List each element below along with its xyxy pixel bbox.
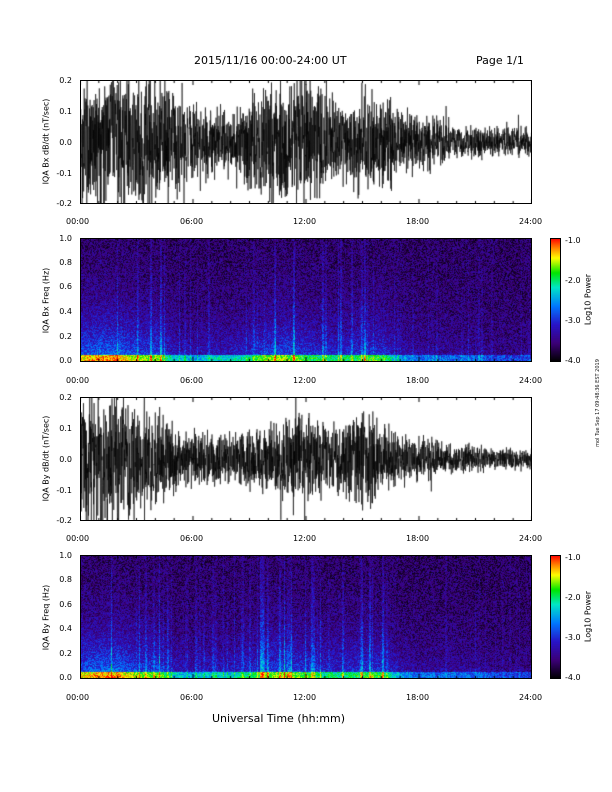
colorbar-1-frame [550,238,561,362]
panel-4-xtick: 12:00 [293,693,317,702]
panel-2-xtick: 18:00 [406,376,430,385]
panel-3-ytick: -0.1 [56,486,72,495]
colorbar-1-tick: -4.0 [565,356,581,365]
panel-2-ytick: 0.6 [59,282,72,291]
panel-4-ytick: 0.8 [59,575,72,584]
panel-2-ytick: 1.0 [59,234,72,243]
colorbar-2-tick: -3.0 [565,633,581,642]
panel-4-ytick: 0.4 [59,624,72,633]
page-indicator: Page 1/1 [476,54,524,67]
panel-3-xtick: 12:00 [293,534,317,543]
colorbar-2-tick: -2.0 [565,593,581,602]
panel-1-xtick: 24:00 [519,217,543,226]
bx-spectrogram-image [80,238,532,362]
panel-2-xtick: 24:00 [519,376,543,385]
panel-1-ytick: -0.1 [56,169,72,178]
panel-3-frame [80,397,532,521]
panel-4-xtick: 00:00 [66,693,90,702]
plot-title-date-range: 2015/11/16 00:00-24:00 UT [194,54,347,67]
colorbar-2-tick: -1.0 [565,553,581,562]
panel-4-xtick: 24:00 [519,693,543,702]
panel-1-ytick: 0.2 [59,76,72,85]
panel-3-ytick: 0.2 [59,393,72,402]
panel-2-frame [80,238,532,362]
colorbar-2-frame [550,555,561,679]
colorbar-1 [550,238,561,362]
panel-3-xtick: 00:00 [66,534,90,543]
panel-2-xtick: 06:00 [180,376,204,385]
panel-3-xtick: 24:00 [519,534,543,543]
panel-1-xtick: 18:00 [406,217,430,226]
panel-4-ytick: 1.0 [59,551,72,560]
panel-2-ytick: 0.4 [59,307,72,316]
panel-2-ytick: 0.8 [59,258,72,267]
panel-2-ytick: 0.0 [59,356,72,365]
panel-4-frame [80,555,532,679]
panel-1-ytick: 0.1 [59,107,72,116]
colorbar-2 [550,555,561,679]
by-dbdt-trace [80,397,532,521]
panel-3-ytick: -0.2 [56,516,72,525]
panel-4-ytick: 0.6 [59,600,72,609]
panel-4-xtick: 06:00 [180,693,204,702]
panel-1-frame [80,80,532,204]
colorbar-2-label: Log10 Power [583,590,593,643]
panel-1-ytick: 0.0 [59,138,72,147]
bx-dbdt-trace [80,80,532,204]
panel-1-xtick: 00:00 [66,217,90,226]
generation-stamp: mol Tue Sep 17 09:48:36 EST 2019 [594,359,601,447]
colorbar-1-tick: -2.0 [565,276,581,285]
panel-2-xtick: 00:00 [66,376,90,385]
panel-3-ytick: 0.0 [59,455,72,464]
colorbar-1-tick: -3.0 [565,316,581,325]
colorbar-1-tick: -1.0 [565,236,581,245]
panel-2-xtick: 12:00 [293,376,317,385]
colorbar-2-tick: -4.0 [565,673,581,682]
panel-1-xtick: 12:00 [293,217,317,226]
panel-3-ytick: 0.1 [59,424,72,433]
panel-3-xtick: 06:00 [180,534,204,543]
panel-4-ytick: 0.0 [59,673,72,682]
panel-1-xtick: 06:00 [180,217,204,226]
panel-4-xtick: 18:00 [406,693,430,702]
panel-3-xtick: 18:00 [406,534,430,543]
by-spectrogram-image [80,555,532,679]
panel-2-ytick: 0.2 [59,332,72,341]
panel-1-ytick: -0.2 [56,199,72,208]
x-axis-label: Universal Time (hh:mm) [212,712,345,725]
panel-4-ytick: 0.2 [59,649,72,658]
colorbar-1-label: Log10 Power [583,273,593,326]
